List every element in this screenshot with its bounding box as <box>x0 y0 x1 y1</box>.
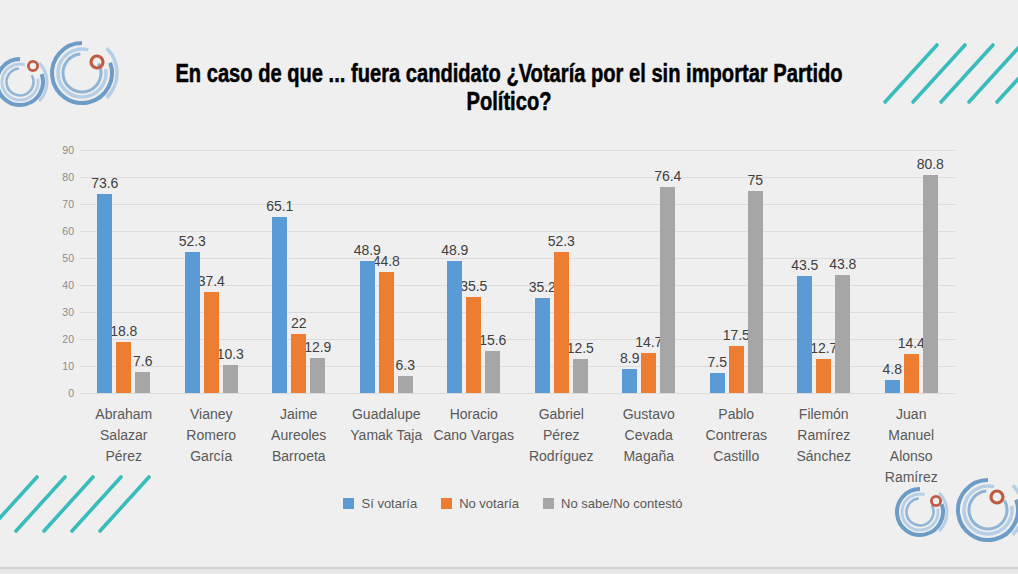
bar <box>485 351 500 393</box>
legend-label: No sabe/No contestó <box>561 496 682 511</box>
category-label: GabrielPérezRodríguez <box>518 404 606 467</box>
y-axis-tick-label: 20 <box>62 333 74 345</box>
footer-strip <box>0 569 1018 574</box>
bar-group <box>693 150 781 393</box>
bar <box>622 369 637 393</box>
bar <box>204 292 219 393</box>
bar-group <box>518 150 606 393</box>
category-label: GuadalupeYamak Taja <box>343 404 431 446</box>
legend-swatch-icon <box>543 498 554 509</box>
bar-group <box>80 150 168 393</box>
bar <box>797 276 812 393</box>
bar <box>660 187 675 393</box>
category-label: JaimeAureolesBarroeta <box>255 404 343 467</box>
bar <box>535 298 550 393</box>
bar <box>447 261 462 393</box>
category-label: AbrahamSalazarPérez <box>80 404 168 467</box>
legend-label: Sí votaría <box>361 496 417 511</box>
legend-swatch-icon <box>343 498 354 509</box>
category-label: GustavoCevadaMagaña <box>605 404 693 467</box>
legend-item: No votaría <box>441 496 519 511</box>
bar <box>885 380 900 393</box>
chart-legend: Sí votaría No votaría No sabe/No contestó <box>0 496 1018 511</box>
y-axis-tick-label: 10 <box>62 360 74 372</box>
bar <box>748 191 763 394</box>
category-label: PabloContrerasCastillo <box>693 404 781 467</box>
y-axis-tick-label: 30 <box>62 306 74 318</box>
bar <box>466 297 481 393</box>
y-axis: 0102030405060708090 <box>0 150 74 393</box>
y-axis-tick-label: 70 <box>62 198 74 210</box>
bar <box>923 175 938 393</box>
bar-chart-plot-area: 73.618.87.652.337.410.365.12212.948.944.… <box>80 150 955 393</box>
bar-group <box>780 150 868 393</box>
bar <box>641 353 656 393</box>
bar <box>291 334 306 393</box>
bar-group <box>343 150 431 393</box>
chart-title-line-2: Político? <box>99 87 918 115</box>
bar <box>835 275 850 393</box>
bar <box>904 354 919 393</box>
bar <box>379 272 394 393</box>
bar <box>310 358 325 393</box>
bar <box>97 194 112 393</box>
bar <box>398 376 413 393</box>
swirl-decoration-bottom-right <box>880 478 1018 553</box>
bar-group <box>605 150 693 393</box>
bar <box>710 373 725 393</box>
bar-group <box>168 150 256 393</box>
legend-swatch-icon <box>441 498 452 509</box>
category-label: VianeyRomeroGarcía <box>168 404 256 467</box>
y-axis-tick-label: 80 <box>62 171 74 183</box>
bar <box>185 252 200 393</box>
y-axis-tick-label: 50 <box>62 252 74 264</box>
bar <box>554 252 569 393</box>
bar-group <box>255 150 343 393</box>
bar-group <box>430 150 518 393</box>
y-axis-tick-label: 0 <box>68 387 74 399</box>
bar <box>360 261 375 393</box>
bar <box>729 346 744 393</box>
category-label: FilemónRamírezSánchez <box>780 404 868 467</box>
category-label: JuanManuelAlonsoRamírez <box>868 404 956 488</box>
bar <box>573 359 588 393</box>
chart-title: En caso de que ... fuera candidato ¿Vota… <box>99 59 918 115</box>
bar-group <box>868 150 956 393</box>
bar <box>116 342 131 393</box>
bar <box>816 359 831 393</box>
legend-item: No sabe/No contestó <box>543 496 682 511</box>
y-axis-tick-label: 60 <box>62 225 74 237</box>
bar <box>223 365 238 393</box>
y-axis-tick-label: 90 <box>62 144 74 156</box>
bar <box>272 217 287 393</box>
legend-item: Sí votaría <box>343 496 417 511</box>
chart-title-line-1: En caso de que ... fuera candidato ¿Vota… <box>99 59 918 87</box>
legend-label: No votaría <box>459 496 519 511</box>
y-axis-tick-label: 40 <box>62 279 74 291</box>
category-label: HoracioCano Vargas <box>430 404 518 446</box>
bar <box>135 372 150 393</box>
